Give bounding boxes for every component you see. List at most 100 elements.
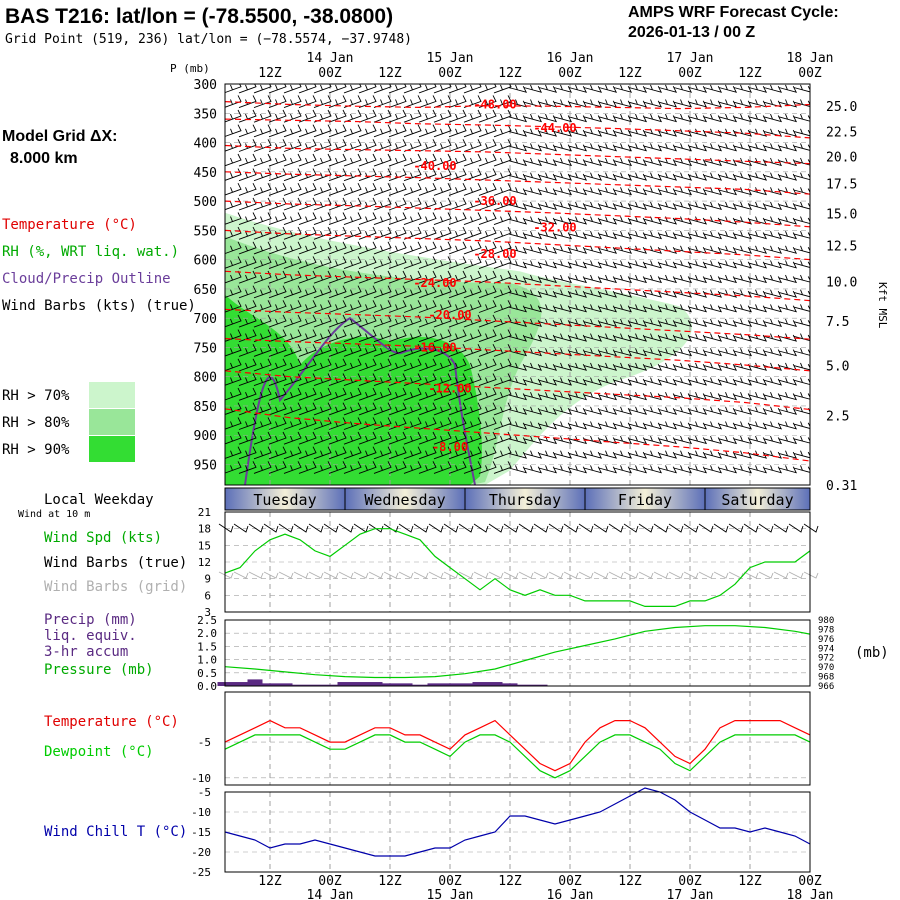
wind-barb-194 <box>328 153 347 167</box>
wind-barb-314 <box>388 329 407 343</box>
wind-barb-1005 <box>778 172 798 181</box>
wind-barb-430 <box>448 446 467 460</box>
wind-barb-615 <box>553 392 573 401</box>
wind-barb-330 <box>403 168 422 182</box>
precip-ytick-0: 0.0 <box>197 680 217 693</box>
temperature-contour-9 <box>224 370 811 411</box>
wind-barb-112 <box>283 139 302 152</box>
wind-barb-99 <box>268 343 287 357</box>
wind-barb-225 <box>343 212 362 226</box>
pressure-tick-650: 650 <box>194 283 217 298</box>
wind-barb-270 <box>373 84 392 94</box>
pressure-axis-title: P (mb) <box>170 62 210 75</box>
wind-speed-legend: Wind Spd (kts) <box>44 530 163 546</box>
wind-barb-1047 <box>793 392 810 400</box>
wind-barb-581 <box>538 289 558 298</box>
rh70-swatch <box>89 382 135 408</box>
wind-barb-969 <box>748 435 768 445</box>
wind-barb-679 <box>598 143 618 152</box>
wind-barb-102 <box>268 387 287 401</box>
wind-barb-434 <box>463 109 482 123</box>
height-tick-6: 10.0 <box>826 275 857 290</box>
precip-bar-4 <box>277 683 293 686</box>
surface-barb-grid-30 <box>668 571 684 579</box>
wind-barb-311 <box>388 285 407 299</box>
wind-barb-690 <box>598 304 618 313</box>
wind-barb-509 <box>493 417 512 430</box>
wind-barb-128 <box>283 373 302 387</box>
wind-barb-672 <box>583 435 603 445</box>
height-tick-7: 7.5 <box>826 315 849 330</box>
wind-barb-501 <box>493 300 512 313</box>
wind-barb-438 <box>463 168 482 182</box>
wind-barb-803 <box>658 377 678 386</box>
wind-barb-852 <box>688 304 708 313</box>
temperature-contour-5 <box>224 229 811 261</box>
temperature2-legend: Temperature (°C) <box>44 714 179 730</box>
wind-barb-508 <box>493 402 512 416</box>
wind-barb-135 <box>298 84 317 94</box>
wind-barb-119 <box>283 241 302 255</box>
top-time-label-8: 12Z <box>738 66 762 81</box>
wind-barb-905 <box>718 289 738 298</box>
wind-barb-308 <box>388 241 407 255</box>
wind-barb-740 <box>628 245 648 254</box>
precip-liq-legend: liq. equiv. <box>44 628 137 644</box>
wind-barb-503 <box>493 329 512 343</box>
wind-barb-448 <box>463 314 482 328</box>
wind-barb-375 <box>418 431 437 445</box>
height-tick-9: 2.5 <box>826 409 849 424</box>
wind-barb-612 <box>553 348 573 357</box>
wind-barb-853 <box>688 318 708 327</box>
surface-barb-true-0 <box>218 523 234 533</box>
wind-barb-662 <box>583 289 603 298</box>
wind-barb-441 <box>463 212 482 226</box>
wind-barb-356 <box>418 153 437 167</box>
wind-barb-696 <box>598 392 618 401</box>
wind-barb-130 <box>283 402 302 416</box>
wind-barb-353 <box>418 109 437 123</box>
bottom-date-label-2: 16 Jan <box>547 888 594 900</box>
wind-barb-327 <box>403 124 422 138</box>
weekday-label-4: Saturday <box>721 491 793 509</box>
surface-barb-true-36 <box>758 523 774 533</box>
wind-barb-283 <box>373 270 392 284</box>
wind-barb-955 <box>748 231 768 240</box>
wind-barb-385 <box>433 182 452 196</box>
pressure-tick-900: 900 <box>194 429 217 444</box>
wind-barb-123 <box>283 300 302 313</box>
wind-barb-667 <box>583 362 603 371</box>
wind-barb-39 <box>238 256 257 270</box>
wind-barb-913 <box>718 406 738 415</box>
wind-barb-636 <box>568 304 588 313</box>
wind-barb-1040 <box>793 289 810 298</box>
wind-barb-405 <box>448 84 467 94</box>
wind-barb-395 <box>433 329 452 343</box>
wind-barb-998 <box>763 465 783 474</box>
wind-barb-752 <box>628 421 648 430</box>
wind-barb-162 <box>313 84 332 94</box>
chill-ytick-2: -15 <box>191 826 211 839</box>
wind-barb-1048 <box>793 406 810 415</box>
wind-barb-383 <box>433 153 452 167</box>
wind-barb-238 <box>343 402 362 416</box>
wind-barb-842 <box>688 157 708 167</box>
surface-barb-grid-31 <box>683 571 699 579</box>
wind-barb-902 <box>718 245 738 254</box>
wind-barb-860 <box>688 421 708 430</box>
wind-barb-22 <box>225 402 242 416</box>
wind-barb-841 <box>688 143 708 152</box>
surface-barb-true-17 <box>473 523 489 533</box>
wind-barb-271 <box>373 95 392 109</box>
wind-barb-100 <box>268 358 287 372</box>
wind-barb-525 <box>508 260 528 269</box>
wind-barb-117 <box>283 212 302 226</box>
wind-barb-33 <box>238 168 257 182</box>
wind-barb-797 <box>658 289 678 298</box>
wind-barb-221 <box>343 153 362 167</box>
wind-barb-571 <box>538 143 558 152</box>
model-grid-label: Model Grid ΔX: <box>2 128 118 145</box>
wind-barb-1041 <box>793 304 810 312</box>
wind-barb-157 <box>298 402 317 416</box>
